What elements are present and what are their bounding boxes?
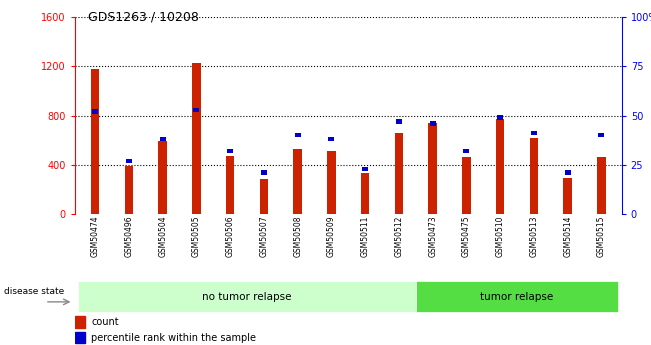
Bar bbox=[126, 159, 132, 163]
Text: GSM50508: GSM50508 bbox=[293, 216, 302, 257]
Bar bbox=[193, 108, 199, 112]
Text: GSM50514: GSM50514 bbox=[563, 216, 572, 257]
Bar bbox=[361, 173, 369, 214]
Text: GSM50513: GSM50513 bbox=[529, 216, 538, 257]
Text: GSM50515: GSM50515 bbox=[597, 216, 606, 257]
Bar bbox=[328, 137, 335, 141]
Bar bbox=[124, 166, 133, 214]
Bar bbox=[158, 141, 167, 214]
Bar bbox=[75, 316, 85, 328]
Text: disease state: disease state bbox=[4, 287, 64, 296]
Text: no tumor relapse: no tumor relapse bbox=[202, 292, 292, 302]
Bar bbox=[428, 123, 437, 214]
Bar bbox=[226, 156, 234, 214]
Bar bbox=[78, 281, 416, 312]
Bar bbox=[75, 332, 85, 344]
Bar bbox=[464, 149, 469, 153]
Bar bbox=[497, 115, 503, 120]
Text: percentile rank within the sample: percentile rank within the sample bbox=[91, 333, 256, 343]
Bar bbox=[530, 138, 538, 214]
Bar bbox=[564, 170, 571, 175]
Bar bbox=[294, 149, 302, 214]
Bar bbox=[91, 69, 100, 214]
Text: GSM50512: GSM50512 bbox=[395, 216, 404, 257]
Bar bbox=[295, 133, 301, 137]
Text: count: count bbox=[91, 317, 118, 327]
Text: GSM50506: GSM50506 bbox=[226, 216, 234, 257]
Bar bbox=[597, 157, 605, 214]
Bar bbox=[564, 178, 572, 214]
Bar bbox=[227, 149, 233, 153]
Text: GSM50510: GSM50510 bbox=[495, 216, 505, 257]
Bar bbox=[395, 133, 403, 214]
Bar bbox=[362, 167, 368, 171]
Text: GSM50507: GSM50507 bbox=[259, 216, 268, 257]
Bar bbox=[496, 119, 505, 214]
Text: GSM50473: GSM50473 bbox=[428, 216, 437, 257]
Bar bbox=[192, 63, 201, 214]
Text: GSM50475: GSM50475 bbox=[462, 216, 471, 257]
Bar bbox=[430, 121, 436, 126]
Bar bbox=[531, 131, 537, 136]
Text: GSM50505: GSM50505 bbox=[192, 216, 201, 257]
Bar bbox=[159, 137, 165, 141]
Text: GSM50474: GSM50474 bbox=[90, 216, 100, 257]
Bar bbox=[92, 109, 98, 114]
Text: GSM50496: GSM50496 bbox=[124, 216, 133, 257]
Bar bbox=[327, 151, 336, 214]
Text: tumor relapse: tumor relapse bbox=[480, 292, 554, 302]
Text: GSM50504: GSM50504 bbox=[158, 216, 167, 257]
Text: GDS1263 / 10208: GDS1263 / 10208 bbox=[88, 10, 199, 23]
Bar bbox=[462, 157, 471, 214]
Bar bbox=[598, 133, 605, 137]
Bar bbox=[396, 119, 402, 124]
Text: GSM50509: GSM50509 bbox=[327, 216, 336, 257]
Bar bbox=[260, 179, 268, 214]
Bar bbox=[261, 170, 267, 175]
Text: GSM50511: GSM50511 bbox=[361, 216, 370, 257]
Bar bbox=[416, 281, 618, 312]
